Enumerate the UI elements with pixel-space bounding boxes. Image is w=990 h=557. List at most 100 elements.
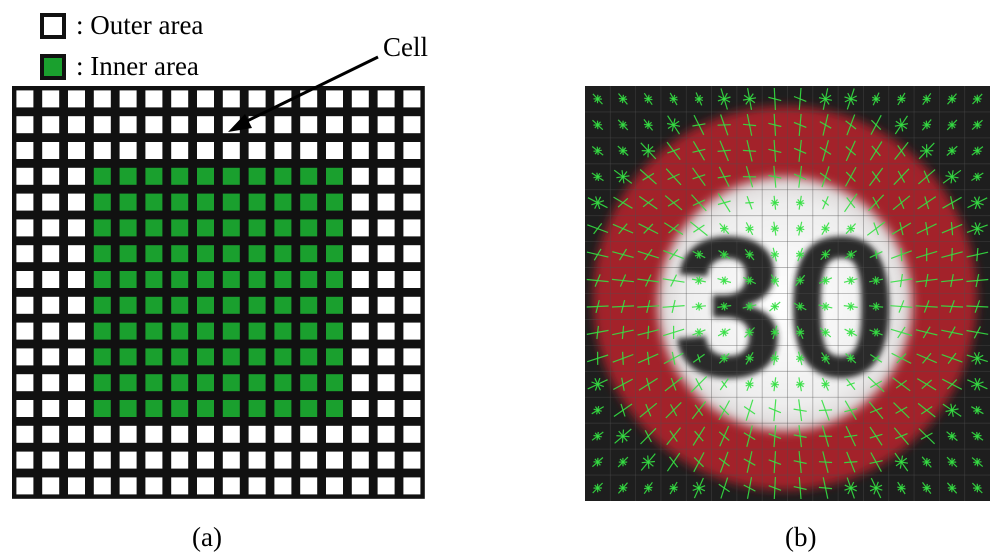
cell-gradient-glyph — [643, 92, 653, 106]
outer-cell — [42, 245, 60, 263]
cell-gradient-glyph — [718, 352, 730, 364]
cell-gradient-glyph — [637, 274, 660, 287]
outer-cell — [197, 425, 214, 443]
outer-cell — [403, 142, 421, 159]
outer-cell — [377, 245, 395, 263]
cell-gradient-glyph — [586, 299, 609, 314]
cell-gradient-glyph — [971, 431, 984, 441]
outer-cell — [42, 348, 60, 366]
cell-gradient-glyph — [742, 302, 757, 311]
inner-cell — [171, 193, 189, 211]
cell-gradient-glyph — [613, 169, 633, 184]
inner-cell — [93, 193, 111, 211]
outer-cell — [403, 425, 421, 443]
inner-cell — [197, 271, 214, 288]
cell-gradient-glyph — [971, 146, 984, 156]
cell-gradient-glyph — [643, 119, 654, 131]
inner-cell — [326, 348, 343, 366]
outer-cell — [377, 271, 395, 288]
outer-cell — [300, 116, 318, 134]
outer-cell — [145, 142, 163, 159]
outer-cell — [68, 451, 85, 469]
cell-gradient-glyph — [818, 276, 833, 285]
inner-cell — [145, 167, 163, 185]
cell-gradient-glyph — [717, 302, 732, 311]
outer-cell — [42, 167, 60, 185]
outer-cell — [248, 425, 266, 443]
outer-cell — [351, 374, 369, 392]
cell-gradient-glyph — [818, 451, 833, 473]
inner-cell — [222, 219, 240, 237]
cell-gradient-glyph — [612, 351, 634, 365]
cell-gradient-glyph — [692, 167, 706, 187]
inner-cell — [145, 271, 163, 288]
outer-cell — [403, 271, 421, 288]
cell-gradient-glyph — [742, 166, 757, 188]
inner-cell — [145, 219, 163, 237]
inner-cell — [222, 374, 240, 392]
cell-gradient-glyph — [666, 427, 681, 446]
outer-cell — [377, 477, 395, 495]
outer-cell — [16, 90, 34, 108]
cell-gradient-glyph — [793, 302, 807, 311]
inner-cell — [145, 193, 163, 211]
inner-cell — [326, 296, 343, 314]
inner-cell — [326, 245, 343, 263]
cell-gradient-glyph — [844, 166, 857, 187]
cell-gradient-glyph — [587, 351, 609, 365]
outer-cell — [403, 116, 421, 134]
cell-gradient-glyph — [917, 196, 937, 210]
cell-gradient-glyph — [717, 88, 731, 110]
inner-cell — [93, 167, 111, 185]
cell-gradient-glyph — [893, 427, 909, 445]
cell-gradient-glyph — [768, 113, 782, 136]
cell-gradient-glyph — [940, 300, 964, 313]
outer-cell — [351, 425, 369, 443]
cell-gradient-glyph — [717, 140, 731, 162]
cell-gradient-glyph — [916, 352, 938, 364]
cell-gradient-glyph — [897, 481, 906, 495]
cell-gradient-glyph — [844, 425, 858, 447]
cell-gradient-glyph — [918, 169, 936, 185]
cell-gradient-glyph — [820, 249, 831, 261]
legend-inner-label: : Inner area — [76, 51, 199, 81]
inner-cell — [119, 219, 137, 237]
cell-gradient-glyph — [869, 328, 883, 337]
cell-gradient-glyph — [916, 222, 937, 236]
outer-cell — [403, 296, 421, 314]
cell-gradient-glyph — [821, 196, 830, 210]
caption-b: (b) — [785, 522, 817, 552]
cell-gradient-glyph — [665, 168, 682, 186]
inner-cell — [171, 296, 189, 314]
inner-cell — [197, 296, 214, 314]
cell-gradient-glyph — [869, 302, 884, 311]
inner-cell — [274, 400, 292, 417]
inner-cell — [248, 245, 266, 263]
cell-gradient-glyph — [921, 456, 932, 468]
caption-a: (a) — [192, 522, 222, 552]
outer-cell — [351, 271, 369, 288]
cell-gradient-glyph — [947, 93, 957, 105]
cell-gradient-glyph — [587, 223, 609, 235]
cell-gradient-glyph — [662, 325, 685, 339]
cell-gradient-glyph — [844, 250, 857, 259]
cell-gradient-glyph — [769, 301, 781, 312]
cell-gradient-glyph — [869, 477, 883, 499]
cell-gradient-glyph — [818, 88, 833, 110]
inner-cell — [171, 245, 189, 263]
cell-gradient-glyph — [915, 326, 938, 339]
cell-gradient-glyph — [612, 223, 634, 235]
outer-cell — [16, 245, 34, 263]
cell-gradient-glyph — [922, 92, 932, 106]
outer-cell — [42, 271, 60, 288]
cell-gradient-glyph — [870, 114, 882, 135]
inner-cell — [171, 400, 189, 417]
inner-cell — [326, 219, 343, 237]
outer-cell — [248, 90, 266, 108]
cell-gradient-glyph — [967, 196, 988, 210]
cell-gradient-glyph — [717, 276, 732, 285]
cell-gradient-glyph — [818, 477, 833, 499]
outer-cell — [42, 219, 60, 237]
inner-cell — [197, 193, 214, 211]
cell-gradient-glyph — [844, 328, 858, 337]
